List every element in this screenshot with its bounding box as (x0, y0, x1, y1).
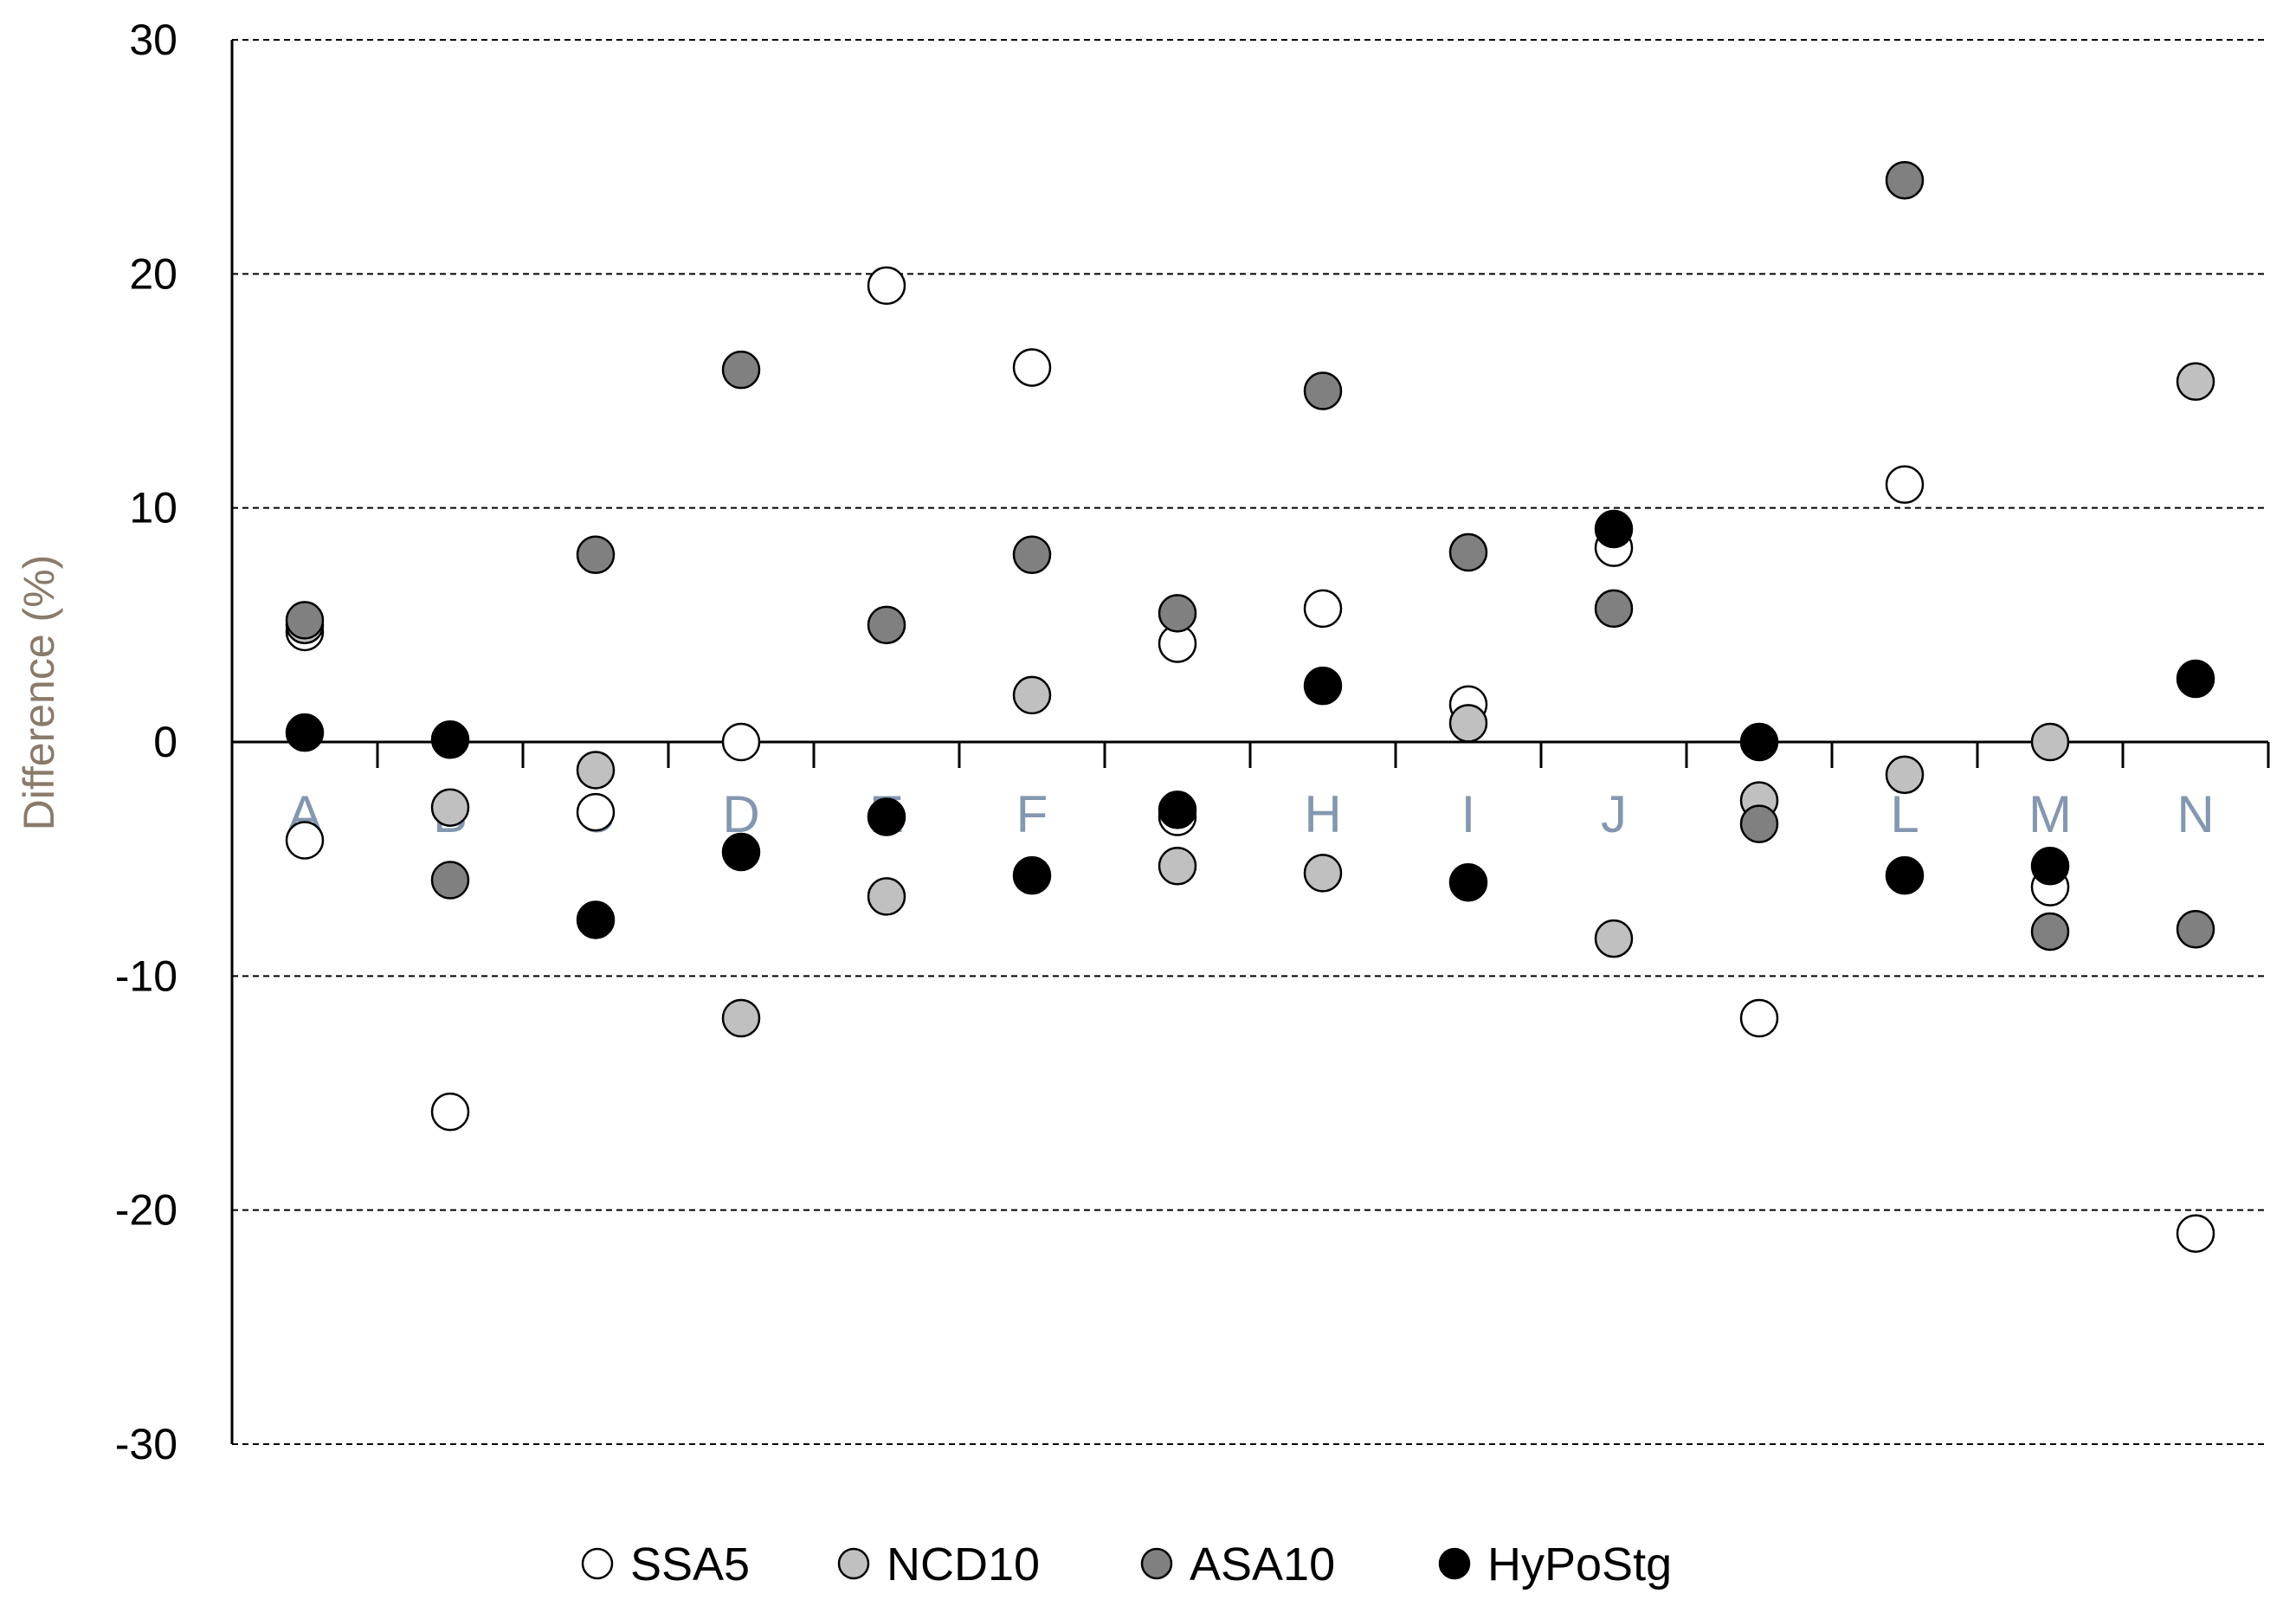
point-ncd10-m (2030, 722, 2070, 762)
point-asa10-b (430, 861, 470, 900)
point-ssa5-a (285, 821, 325, 860)
category-label-i: I (1461, 785, 1476, 843)
point-asa10-c (576, 535, 616, 574)
point-hypostg-m (2030, 847, 2070, 886)
point-ncd10-n (2176, 362, 2215, 401)
point-ssa5-d (721, 722, 761, 762)
point-ncd10-d (721, 998, 761, 1038)
y-tick-label: 10 (129, 484, 177, 532)
point-hypostg-d (721, 832, 761, 872)
legend-label: HyPoStg (1487, 1539, 1672, 1590)
legend-marker (837, 1547, 870, 1580)
y-tick-label: 30 (129, 16, 177, 64)
point-ssa5-b (430, 1092, 470, 1132)
y-tick-label: -10 (115, 952, 177, 1000)
point-asa10-k (1739, 804, 1779, 843)
legend-label: NCD10 (887, 1539, 1040, 1590)
legend-label: SSA5 (630, 1539, 750, 1590)
point-asa10-l (1885, 160, 1925, 200)
gridlines (232, 39, 2268, 1445)
category-label-f: F (1016, 785, 1048, 843)
point-asa10-h (1303, 371, 1343, 410)
point-ncd10-b (430, 788, 470, 827)
point-hypostg-j (1594, 509, 1634, 549)
point-ncd10-h (1303, 854, 1343, 893)
point-asa10-e (867, 605, 906, 645)
point-ncd10-g (1158, 847, 1197, 886)
point-ssa5-l (1885, 465, 1925, 504)
point-ncd10-c (576, 751, 616, 790)
point-hypostg-e (867, 797, 906, 836)
y-axis-ticks: 30 20 10 0 -10 -20 -30 (115, 16, 177, 1468)
category-label-m: M (2028, 785, 2072, 843)
legend-marker (581, 1547, 614, 1580)
y-tick-label: -30 (115, 1420, 177, 1468)
point-hypostg-f (1012, 855, 1052, 895)
category-label-l: L (1890, 785, 1919, 843)
y-tick-label: 0 (153, 718, 177, 766)
category-label-j: J (1601, 785, 1627, 843)
point-ssa5-c (576, 792, 616, 832)
point-ncd10-j (1594, 919, 1634, 958)
point-ssa5-f (1012, 348, 1052, 387)
point-ncd10-i (1448, 704, 1488, 743)
legend-item-hypostg: HyPoStg (1438, 1539, 1672, 1590)
point-asa10-m (2030, 912, 2070, 952)
point-hypostg-h (1303, 666, 1343, 706)
data-points (285, 160, 2215, 1253)
point-hypostg-a (285, 713, 325, 752)
point-hypostg-g (1158, 790, 1197, 829)
point-hypostg-l (1885, 855, 1925, 895)
legend-marker (1438, 1547, 1471, 1580)
point-ssa5-e (867, 266, 906, 306)
point-asa10-g (1158, 594, 1197, 633)
y-tick-label: 20 (129, 249, 177, 298)
category-label-h: H (1304, 785, 1341, 843)
point-asa10-a (285, 601, 325, 640)
point-hypostg-c (576, 900, 616, 939)
point-ssa5-k (1739, 998, 1779, 1038)
point-asa10-j (1594, 589, 1634, 629)
y-tick-label: -20 (115, 1186, 177, 1235)
legend-item-ssa5: SSA5 (581, 1539, 750, 1590)
point-ncd10-e (867, 877, 906, 916)
point-ssa5-h (1303, 589, 1343, 629)
point-hypostg-b (430, 720, 470, 759)
point-hypostg-i (1448, 862, 1488, 902)
axes (230, 40, 2270, 1444)
point-asa10-n (2176, 910, 2215, 949)
point-asa10-i (1448, 532, 1488, 572)
point-asa10-f (1012, 535, 1052, 574)
legend-marker (1140, 1547, 1173, 1580)
point-hypostg-n (2176, 659, 2215, 699)
point-hypostg-k (1739, 722, 1779, 762)
legend-item-asa10: ASA10 (1140, 1539, 1335, 1590)
category-labels: ABCDEFGHIJKLMN (287, 785, 2215, 843)
point-ssa5-n (2176, 1214, 2215, 1253)
category-label-n: N (2177, 785, 2214, 843)
point-asa10-d (721, 350, 761, 390)
point-ncd10-f (1012, 675, 1052, 715)
legend: SSA5 NCD10 ASA10 HyPoStg (581, 1539, 1672, 1590)
point-ncd10-l (1885, 755, 1925, 795)
legend-label: ASA10 (1190, 1539, 1335, 1590)
legend-item-ncd10: NCD10 (837, 1539, 1040, 1590)
y-axis-title: Difference (%) (15, 555, 63, 831)
